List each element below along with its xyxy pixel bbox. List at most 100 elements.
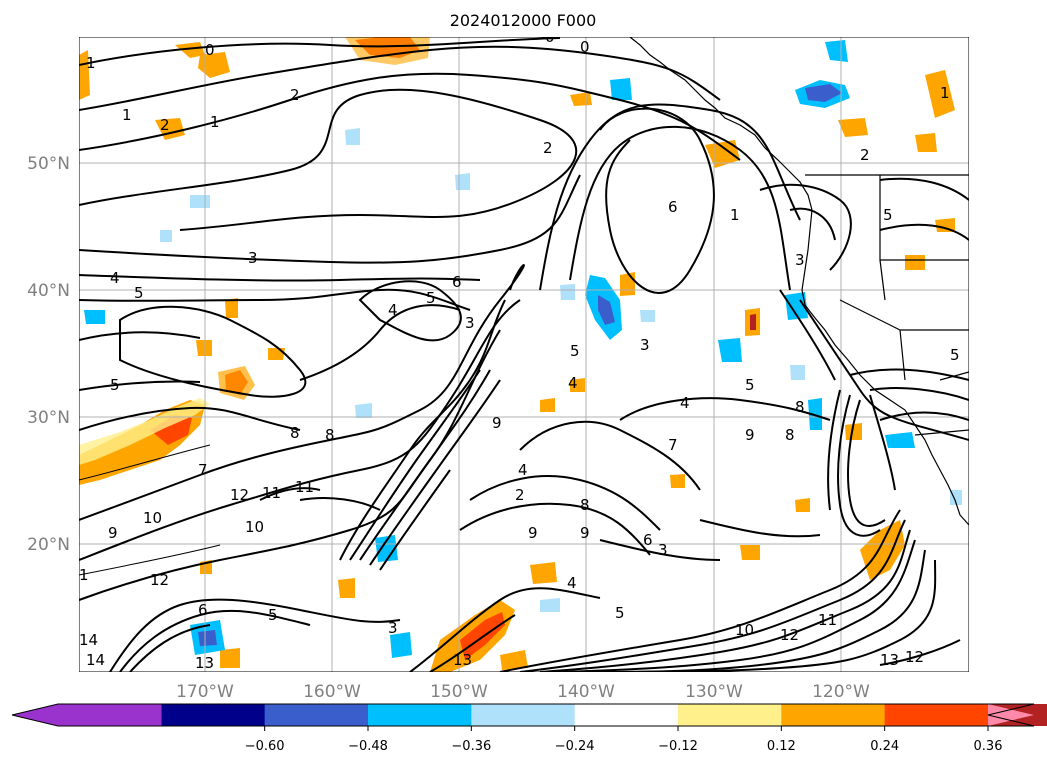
map-title: 2024012000 F000 — [450, 11, 597, 30]
contour-label: 13 — [195, 654, 214, 672]
lon-label-130w: 130°W — [685, 682, 743, 702]
contour-label: 1 — [79, 566, 89, 584]
contour-label: 2 — [543, 139, 553, 157]
colorbar-ticks — [264, 726, 989, 731]
lat-label-20n: 20°N — [27, 535, 70, 555]
contour-label: 11 — [295, 478, 314, 496]
contour-label: 3 — [640, 336, 650, 354]
contour-label: 2 — [860, 146, 870, 164]
contour-label: 5 — [950, 346, 960, 364]
contour-label: 3 — [658, 541, 668, 559]
contour-label: 3 — [795, 251, 805, 269]
contour-label: 8 — [785, 426, 795, 444]
colorbar-tick-label: 0.36 — [974, 739, 1003, 754]
contour-label: 5 — [615, 604, 625, 622]
contour-label: 8 — [580, 496, 590, 514]
contour-label: 14 — [86, 651, 105, 669]
contour-label: 13 — [880, 651, 899, 669]
contour-label: 5 — [110, 376, 120, 394]
contour-label: 6 — [452, 273, 462, 291]
contour-label: 12 — [780, 626, 799, 644]
contour-label: 5 — [883, 206, 893, 224]
contour-label: 11 — [818, 611, 837, 629]
colorbar-swatch — [884, 704, 989, 726]
contour-label: 5 — [134, 284, 144, 302]
contour-label: 6 — [643, 531, 653, 549]
contour-label: 3 — [248, 249, 258, 267]
lon-label-170w: 170°W — [176, 682, 234, 702]
contour-label: 5 — [570, 342, 580, 360]
lon-label-160w: 160°W — [303, 682, 361, 702]
contour-label: 0 — [545, 28, 555, 46]
contour-label: 9 — [745, 426, 755, 444]
map-area: 0 0 0 1 1 2 2 1 2 3 6 3 4 5 4 5 6 5 3 5 … — [79, 28, 969, 672]
colorbar-tick-label: 0.24 — [870, 739, 899, 754]
contour-label: 4 — [567, 574, 577, 592]
contour-label: 4 — [110, 269, 120, 287]
contour-label: 9 — [108, 524, 118, 542]
colorbar-tick-label: −0.48 — [348, 739, 388, 754]
colorbar-tick-label: −0.12 — [658, 739, 698, 754]
contour-label: 8 — [795, 398, 805, 416]
lon-label-120w: 120°W — [812, 682, 870, 702]
contour-label: 1 — [730, 206, 740, 224]
contour-label: 8 — [325, 426, 335, 444]
contour-label: 6 — [198, 601, 208, 619]
colorbar-tick-label: −0.60 — [245, 739, 285, 754]
lat-label-30n: 30°N — [27, 408, 70, 428]
coastlines — [629, 37, 969, 526]
lon-label-140w: 140°W — [557, 682, 615, 702]
contour-label: 14 — [79, 631, 98, 649]
contour-label: 10 — [735, 621, 754, 639]
contour-label: 7 — [198, 461, 208, 479]
contour-label: 0 — [580, 38, 590, 56]
contour-label: 5 — [426, 289, 436, 307]
contour-label: 0 — [205, 41, 215, 59]
contour-label: 1 — [86, 54, 96, 72]
colorbar-tick-label: −0.24 — [555, 739, 595, 754]
colorbar-swatch — [264, 704, 369, 726]
colorbar: −0.60−0.48−0.36−0.24−0.120.120.240.360.4… — [11, 703, 1047, 754]
longitude-labels: 170°W 160°W 150°W 140°W 130°W 120°W — [176, 682, 870, 702]
colorbar-swatch — [988, 704, 1034, 726]
contour-label: 4 — [388, 301, 398, 319]
contour-label: 12 — [150, 571, 169, 589]
contour-label: 3 — [465, 314, 475, 332]
contour-lines — [79, 37, 969, 672]
colorbar-tick-label: 0.12 — [767, 739, 796, 754]
colorbar-swatch — [781, 704, 886, 726]
contour-label: 9 — [528, 524, 538, 542]
contour-label: 1 — [940, 84, 950, 102]
lat-label-40n: 40°N — [27, 281, 70, 301]
contour-label: 12 — [905, 648, 924, 666]
contour-label: 10 — [245, 518, 264, 536]
contour-label: 9 — [580, 524, 590, 542]
latitude-labels: 50°N 40°N 30°N 20°N — [27, 154, 70, 555]
colorbar-swatch — [471, 704, 576, 726]
contour-label: 11 — [262, 484, 281, 502]
colorbar-swatch — [678, 704, 782, 726]
colorbar-swatch — [161, 704, 266, 726]
lat-label-50n: 50°N — [27, 154, 70, 174]
colorbar-swatch — [12, 704, 162, 726]
contour-label: 10 — [143, 509, 162, 527]
contour-label: 2 — [290, 86, 300, 104]
contour-label: 4 — [568, 374, 578, 392]
contour-label: 8 — [290, 424, 300, 442]
contour-label: 12 — [230, 486, 249, 504]
colorbar-outline — [11, 703, 1035, 727]
colorbar-tick-label: −0.36 — [451, 739, 491, 754]
contour-label: 1 — [122, 106, 132, 124]
lon-label-150w: 150°W — [430, 682, 488, 702]
contour-label: 5 — [268, 606, 278, 624]
colorbar-swatches — [12, 704, 1047, 726]
contour-label: 4 — [518, 461, 528, 479]
contour-label: 3 — [388, 619, 398, 637]
contour-label: 5 — [745, 376, 755, 394]
contour-labels: 0 0 0 1 1 2 2 1 2 3 6 3 4 5 4 5 6 5 3 5 … — [79, 28, 960, 672]
contour-label: 2 — [160, 116, 170, 134]
contour-label: 7 — [668, 436, 678, 454]
colorbar-swatch — [574, 704, 679, 726]
contour-label: 2 — [515, 486, 525, 504]
